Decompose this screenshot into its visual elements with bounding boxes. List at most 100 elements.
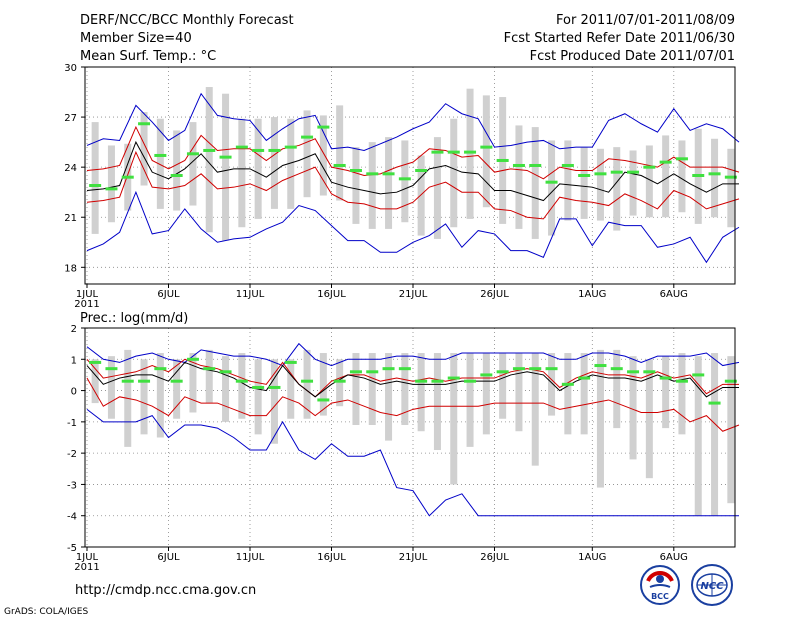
mean-mark: [219, 155, 232, 159]
mean-mark: [692, 174, 705, 177]
mean-mark: [724, 175, 737, 179]
range-box: [433, 353, 441, 451]
range-box: [303, 349, 311, 419]
member-size: Member Size=40: [80, 31, 192, 46]
x-tick-label: 1JUL: [76, 289, 99, 300]
range-box: [91, 359, 99, 404]
mean-mark: [317, 125, 330, 129]
mean-mark: [138, 379, 151, 383]
mean-mark: [268, 385, 281, 389]
x-tick-label: 6AUG: [660, 289, 688, 300]
range-box: [91, 122, 99, 234]
x-tick-label: 6JUL: [157, 289, 180, 300]
y-tick-label: -3: [67, 480, 77, 491]
x-tick-label: 1JUL: [76, 552, 99, 563]
range-box: [270, 117, 278, 209]
x-tick-label: 1AUG: [578, 289, 606, 300]
mean-mark: [431, 379, 444, 383]
forecast-period: For 2011/07/01-2011/08/09: [556, 13, 735, 28]
range-box: [336, 105, 344, 201]
mean-mark: [235, 145, 248, 149]
mean-mark: [627, 370, 640, 374]
mean-mark: [89, 184, 102, 188]
mean-mark: [610, 170, 623, 174]
precipitation-frame: [84, 327, 736, 548]
y-tick-label: -4: [67, 512, 77, 523]
range-box: [564, 140, 572, 221]
range-box: [319, 115, 327, 196]
range-box: [238, 353, 246, 419]
temperature-boxes: [91, 87, 735, 241]
y-tick-label: -2: [67, 449, 77, 460]
forecast-produced-date: Fcst Produced Date 2011/07/01: [530, 49, 735, 64]
mean-mark: [252, 148, 265, 152]
temperature-grid: [85, 67, 735, 284]
mean-mark: [447, 150, 460, 154]
precipitation-grid: [85, 328, 735, 547]
range-box: [140, 359, 148, 435]
range-box: [645, 359, 653, 479]
mean-mark: [431, 150, 444, 154]
range-box: [482, 353, 490, 435]
range-box: [189, 353, 197, 413]
year-label: 2011: [74, 562, 99, 573]
temperature-axes: 18 21 24 27 30 1JUL 6JUL 11JUL 16JUL 21JUL 26JUL 1A…: [64, 63, 688, 310]
range-box: [580, 353, 588, 435]
temperature-variable-label: Mean Surf. Temp.: °C: [80, 49, 216, 64]
x-tick-label: 11JUL: [236, 289, 265, 300]
mean-mark: [480, 373, 493, 377]
range-box: [711, 353, 719, 516]
y-tick-label: -1: [67, 418, 77, 429]
mean-mark: [138, 122, 151, 126]
mean-mark: [268, 148, 281, 152]
ncc-logo-text: NCC: [700, 581, 724, 592]
y-tick-label: 30: [64, 63, 77, 74]
range-box: [678, 353, 686, 435]
mean-mark: [105, 187, 118, 191]
range-box: [727, 356, 735, 504]
mean-mark: [480, 145, 493, 149]
range-box: [385, 353, 393, 441]
range-box: [466, 88, 474, 219]
mean-mark: [643, 370, 656, 374]
range-box: [613, 349, 621, 429]
mean-mark: [186, 357, 199, 361]
x-tick-label: 16JUL: [317, 289, 346, 300]
range-box: [222, 93, 230, 241]
y-tick-label: 24: [64, 163, 77, 174]
bcc-logo-text: BCC: [651, 592, 669, 601]
source-url[interactable]: http://cmdp.ncc.cma.gov.cn: [75, 583, 256, 598]
range-box: [238, 118, 246, 228]
range-box: [385, 137, 393, 229]
x-tick-label: 6JUL: [157, 552, 180, 563]
range-box: [140, 112, 148, 186]
spread-high-line: [86, 358, 739, 398]
y-tick-label: 21: [64, 213, 77, 224]
range-box: [319, 353, 327, 416]
range-box: [287, 359, 295, 419]
temperature-mean-marks: [89, 122, 737, 191]
x-tick-label: 16JUL: [317, 552, 346, 563]
spread-low-line: [86, 150, 740, 220]
x-tick-label: 26JUL: [480, 552, 509, 563]
mean-mark: [529, 163, 542, 167]
mean-mark: [561, 382, 574, 386]
range-box: [433, 137, 441, 239]
y-tick-label: 27: [64, 113, 77, 124]
mean-mark: [398, 177, 411, 181]
mean-mark: [398, 367, 411, 371]
mean-mark: [366, 172, 379, 176]
spread-high-line: [86, 125, 740, 180]
mean-mark: [610, 367, 623, 371]
range-box: [515, 125, 523, 229]
range-box: [482, 95, 490, 208]
range-box: [254, 118, 262, 219]
range-box: [662, 135, 670, 218]
range-box: [401, 140, 409, 223]
mean-mark: [105, 367, 118, 371]
bcc-logo: BCC: [640, 565, 680, 605]
mean-mark: [333, 163, 346, 167]
range-box: [303, 110, 311, 198]
y-tick-label: -5: [67, 543, 77, 554]
